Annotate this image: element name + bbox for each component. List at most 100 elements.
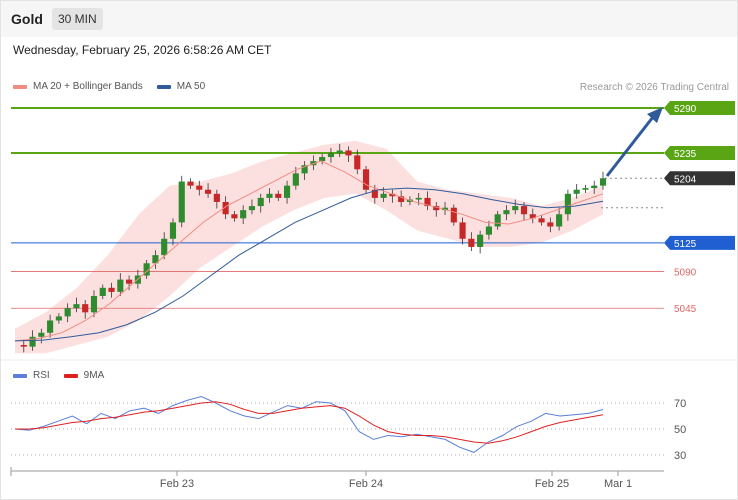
candle-body <box>415 197 422 200</box>
candle-body <box>547 222 554 227</box>
candle-body <box>441 207 449 211</box>
candle-body <box>213 193 220 202</box>
timeframe-badge[interactable]: 30 MIN <box>52 8 103 30</box>
candle-body <box>424 197 431 207</box>
candle-body <box>64 308 71 317</box>
rsi-tick-70: 70 <box>674 398 686 410</box>
x-tick-label: Feb 25 <box>535 478 569 490</box>
level-label-5090: 5090 <box>674 267 697 278</box>
candle-body <box>336 150 343 153</box>
bollinger-band-area <box>15 140 603 354</box>
candle-body <box>161 238 168 256</box>
candle-body <box>582 188 589 190</box>
legend-label-ma50: MA 50 <box>176 81 206 92</box>
candle-body <box>108 287 115 292</box>
level-tag-5125 <box>664 235 735 250</box>
candle-body <box>178 181 185 223</box>
candle-body <box>362 169 370 190</box>
candle-body <box>38 332 45 337</box>
legend-swatch-rsi <box>13 373 27 378</box>
candle-body <box>29 336 36 347</box>
candle-body <box>231 214 238 219</box>
candle-body <box>126 279 133 284</box>
candle-body <box>143 263 150 276</box>
legend-label-9ma: 9MA <box>83 370 105 381</box>
legend-label-ma20: MA 20 + Bollinger Bands <box>33 81 143 92</box>
legend-swatch-ma50 <box>156 84 171 89</box>
candle-body <box>283 185 291 198</box>
candle-body <box>73 304 80 309</box>
candle-body <box>222 201 229 215</box>
candle-body <box>266 193 273 198</box>
candle-body <box>599 178 607 186</box>
ma50-line <box>14 187 604 342</box>
candle-body <box>398 196 405 202</box>
legend-9ma: 9MA <box>63 370 105 381</box>
candle-body <box>187 181 194 186</box>
candle-body <box>169 222 177 239</box>
candle-body <box>354 155 361 170</box>
candle-body <box>520 206 528 215</box>
price-legend: MA 20 + Bollinger Bands MA 50 <box>13 81 219 92</box>
rsi-tick-30: 30 <box>674 450 686 462</box>
candle-body <box>433 206 440 211</box>
header-bar: Gold 30 MIN <box>1 1 737 37</box>
legend-rsi: RSI <box>13 370 50 381</box>
candle-body <box>389 193 396 197</box>
legend-swatch-ma20 <box>13 84 27 89</box>
candle-body <box>20 345 27 347</box>
candle-body <box>275 193 282 198</box>
x-tick-label: Feb 23 <box>160 478 194 490</box>
legend-ma50: MA 50 <box>156 81 206 92</box>
instrument-title: Gold <box>11 11 43 27</box>
candle-body <box>450 207 457 223</box>
level-label-5125: 5125 <box>674 239 697 250</box>
candle-body <box>573 189 580 194</box>
x-tick-label: Feb 24 <box>349 478 383 490</box>
projection-arrow-shaft <box>605 116 655 177</box>
timestamp: Wednesday, February 25, 2026 6:58:26 AM … <box>13 43 272 57</box>
legend-swatch-9ma <box>63 373 78 378</box>
candle-body <box>327 152 335 158</box>
candle-body <box>292 173 299 186</box>
rsi-series-9ma <box>15 401 604 444</box>
candle-body <box>319 157 326 162</box>
candle-body <box>240 210 247 219</box>
candle-body <box>55 316 62 321</box>
candle-body <box>503 210 510 215</box>
candle-body <box>459 222 466 239</box>
legend-ma20-bollinger: MA 20 + Bollinger Bands <box>13 81 143 92</box>
candle-body <box>205 189 212 194</box>
candle-body <box>529 214 536 219</box>
candle-body <box>380 193 387 198</box>
candle-body <box>82 304 89 313</box>
candle-body <box>99 287 106 296</box>
rsi-series-rsi <box>14 395 604 453</box>
level-tag-5235 <box>664 145 735 160</box>
candle-body <box>152 255 159 264</box>
candle-body <box>371 189 378 198</box>
copyright-text: Research © 2026 Trading Central <box>579 82 729 93</box>
candle-body <box>301 165 308 174</box>
level-tag-5204 <box>664 171 735 186</box>
candle-body <box>196 185 203 190</box>
candle-body <box>512 206 519 211</box>
candle-body <box>538 218 545 223</box>
level-label-5204: 5204 <box>674 174 697 185</box>
level-label-5290: 5290 <box>674 104 697 115</box>
candle-body <box>494 214 501 227</box>
rsi-tick-50: 50 <box>674 424 686 436</box>
candle-body <box>47 320 54 333</box>
level-label-5235: 5235 <box>674 149 697 160</box>
candle-body <box>477 234 484 247</box>
rsi-legend: RSI 9MA <box>13 370 118 381</box>
ma20-line <box>14 160 604 342</box>
level-label-5045: 5045 <box>674 304 697 315</box>
legend-label-rsi: RSI <box>33 370 50 381</box>
candle-body <box>485 226 492 235</box>
candle-body <box>556 214 563 227</box>
candle-body <box>468 238 475 247</box>
projection-arrow-head <box>647 107 663 123</box>
